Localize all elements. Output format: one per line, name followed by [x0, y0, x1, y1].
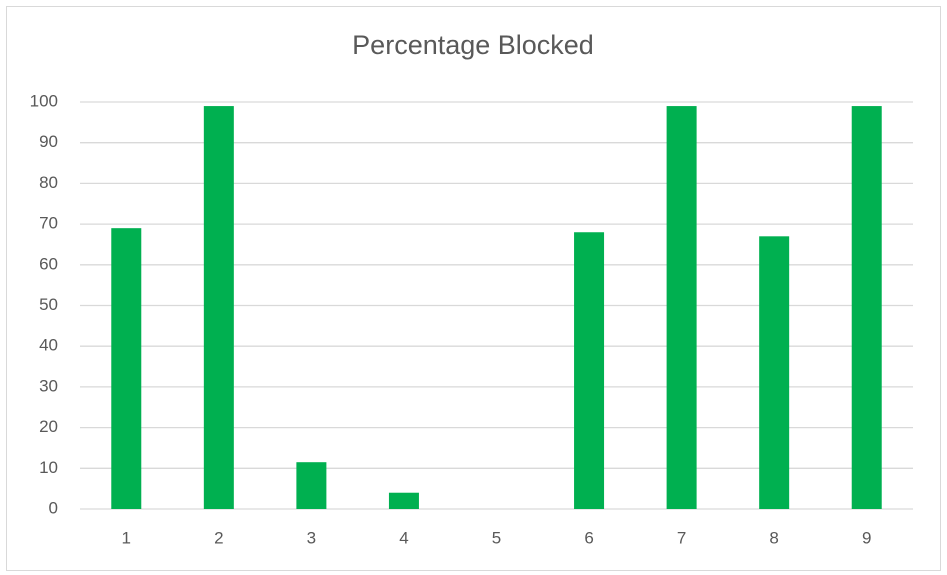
x-tick-label: 6: [584, 528, 593, 547]
y-tick-label: 80: [39, 173, 58, 192]
y-tick-label: 70: [39, 214, 58, 233]
y-tick-label: 0: [49, 498, 58, 517]
y-tick-label: 30: [39, 376, 58, 395]
x-tick-label: 1: [122, 528, 131, 547]
y-tick-label: 60: [39, 254, 58, 273]
bar: [759, 236, 790, 509]
x-tick-label: 3: [307, 528, 316, 547]
bar: [666, 106, 697, 509]
x-tick-label: 2: [214, 528, 223, 547]
y-tick-label: 10: [39, 458, 58, 477]
y-tick-label: 20: [39, 417, 58, 436]
x-tick-label: 9: [862, 528, 871, 547]
y-tick-label: 50: [39, 295, 58, 314]
bar: [111, 228, 142, 510]
y-tick-label: 100: [30, 91, 58, 110]
bar: [296, 462, 327, 509]
chart-frame: [6, 6, 941, 571]
x-tick-label: 7: [677, 528, 686, 547]
x-tick-label: 4: [399, 528, 408, 547]
chart-title: Percentage Blocked: [352, 30, 594, 60]
bar: [203, 106, 234, 509]
y-tick-label: 40: [39, 336, 58, 355]
x-tick-label: 5: [492, 528, 501, 547]
x-tick-label: 8: [769, 528, 778, 547]
bar: [574, 232, 605, 510]
y-tick-label: 90: [39, 132, 58, 151]
bar: [388, 492, 419, 509]
bar: [851, 106, 882, 509]
